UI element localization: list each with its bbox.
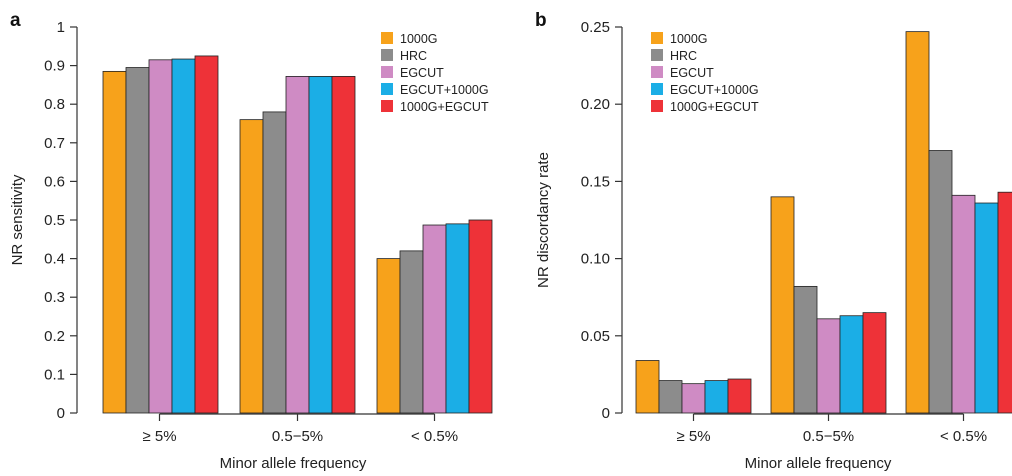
x-axis-title: Minor allele frequency bbox=[745, 455, 892, 472]
legend-swatch bbox=[381, 100, 393, 112]
y-tick-label: 1 bbox=[57, 19, 65, 36]
panel-b-letter: b bbox=[535, 10, 547, 31]
x-axis-title: Minor allele frequency bbox=[220, 455, 367, 472]
legend-label: 1000G bbox=[670, 32, 708, 46]
y-tick-label: 0.15 bbox=[581, 173, 610, 190]
bar bbox=[816, 318, 841, 414]
y-tick-label: 0.05 bbox=[581, 328, 610, 345]
y-axis-title: NR sensitivity bbox=[9, 174, 26, 265]
bar bbox=[928, 150, 953, 414]
bar bbox=[376, 258, 401, 414]
bar bbox=[974, 202, 999, 414]
bar bbox=[422, 224, 447, 414]
legend-swatch bbox=[651, 100, 663, 112]
bar bbox=[862, 312, 887, 414]
legend-label: EGCUT bbox=[670, 66, 714, 80]
x-category-label: < 0.5% bbox=[411, 428, 458, 445]
y-tick-label: 0.4 bbox=[44, 251, 65, 268]
legend-swatch bbox=[651, 66, 663, 78]
y-tick-label: 0.8 bbox=[44, 96, 65, 113]
legend-label: EGCUT+1000G bbox=[400, 83, 489, 97]
legend-swatch bbox=[381, 83, 393, 95]
legend-label: HRC bbox=[400, 49, 427, 63]
bar bbox=[285, 76, 310, 414]
y-tick-label: 0.2 bbox=[44, 328, 65, 345]
y-axis-title: NR discordancy rate bbox=[535, 152, 552, 288]
bar bbox=[793, 285, 818, 414]
y-tick-label: 0.7 bbox=[44, 135, 65, 152]
legend-swatch bbox=[381, 32, 393, 44]
bar bbox=[704, 380, 729, 414]
legend-label: EGCUT+1000G bbox=[670, 83, 759, 97]
bar bbox=[102, 70, 127, 414]
bar bbox=[681, 383, 706, 414]
bar bbox=[727, 378, 752, 414]
y-tick-label: 0 bbox=[602, 405, 610, 422]
bar bbox=[399, 250, 424, 414]
legend-swatch bbox=[381, 66, 393, 78]
bar bbox=[262, 111, 287, 414]
y-tick-label: 0.25 bbox=[581, 19, 610, 36]
bar bbox=[635, 360, 660, 414]
legend-swatch bbox=[651, 32, 663, 44]
y-tick-label: 0.3 bbox=[44, 289, 65, 306]
bar bbox=[239, 119, 264, 414]
legend-label: 1000G+EGCUT bbox=[400, 100, 489, 114]
x-category-label: ≥ 5% bbox=[142, 428, 176, 445]
x-category-label: ≥ 5% bbox=[676, 428, 710, 445]
legend-label: HRC bbox=[670, 49, 697, 63]
bar bbox=[997, 191, 1012, 414]
y-tick-label: 0.10 bbox=[581, 251, 610, 268]
bar bbox=[951, 194, 976, 414]
bar bbox=[839, 315, 864, 414]
y-tick-label: 0 bbox=[57, 405, 65, 422]
legend-swatch bbox=[381, 49, 393, 61]
y-tick-label: 0.20 bbox=[581, 96, 610, 113]
bar bbox=[171, 58, 196, 414]
legend: 1000G HRC EGCUT EGCUT+1000G 1000G+EGCUT bbox=[381, 32, 489, 114]
y-tick-label: 0.1 bbox=[44, 366, 65, 383]
legend-label: 1000G+EGCUT bbox=[670, 100, 759, 114]
y-tick-label: 0.5 bbox=[44, 212, 65, 229]
x-category-label: 0.5−5% bbox=[272, 428, 323, 445]
panel-a-letter: a bbox=[10, 10, 21, 31]
y-tick-label: 0.9 bbox=[44, 58, 65, 75]
y-tick-label: 0.6 bbox=[44, 173, 65, 190]
bar bbox=[905, 31, 930, 414]
panel-a: a 0 0.1 0.2 0.3 0.4 0.5 0.6 0.7 0.8 0.9 1 ≥ 5% 0.5−5… bbox=[9, 10, 493, 472]
legend-swatch bbox=[651, 83, 663, 95]
bar bbox=[308, 76, 333, 414]
bar bbox=[445, 223, 470, 414]
panel-b: b 0 0.05 0.10 0.15 0.20 0.25 ≥ 5% 0.5−5% < 0.5% M… bbox=[535, 10, 1012, 472]
bar bbox=[658, 380, 683, 414]
bar bbox=[331, 76, 356, 414]
bar bbox=[148, 59, 173, 414]
legend-label: 1000G bbox=[400, 32, 438, 46]
bar bbox=[194, 55, 219, 414]
bar bbox=[468, 219, 493, 414]
legend-swatch bbox=[651, 49, 663, 61]
bar bbox=[770, 196, 795, 414]
legend: 1000G HRC EGCUT EGCUT+1000G 1000G+EGCUT bbox=[651, 32, 759, 114]
x-category-label: 0.5−5% bbox=[803, 428, 854, 445]
legend-label: EGCUT bbox=[400, 66, 444, 80]
x-category-label: < 0.5% bbox=[940, 428, 987, 445]
bar bbox=[125, 67, 150, 414]
